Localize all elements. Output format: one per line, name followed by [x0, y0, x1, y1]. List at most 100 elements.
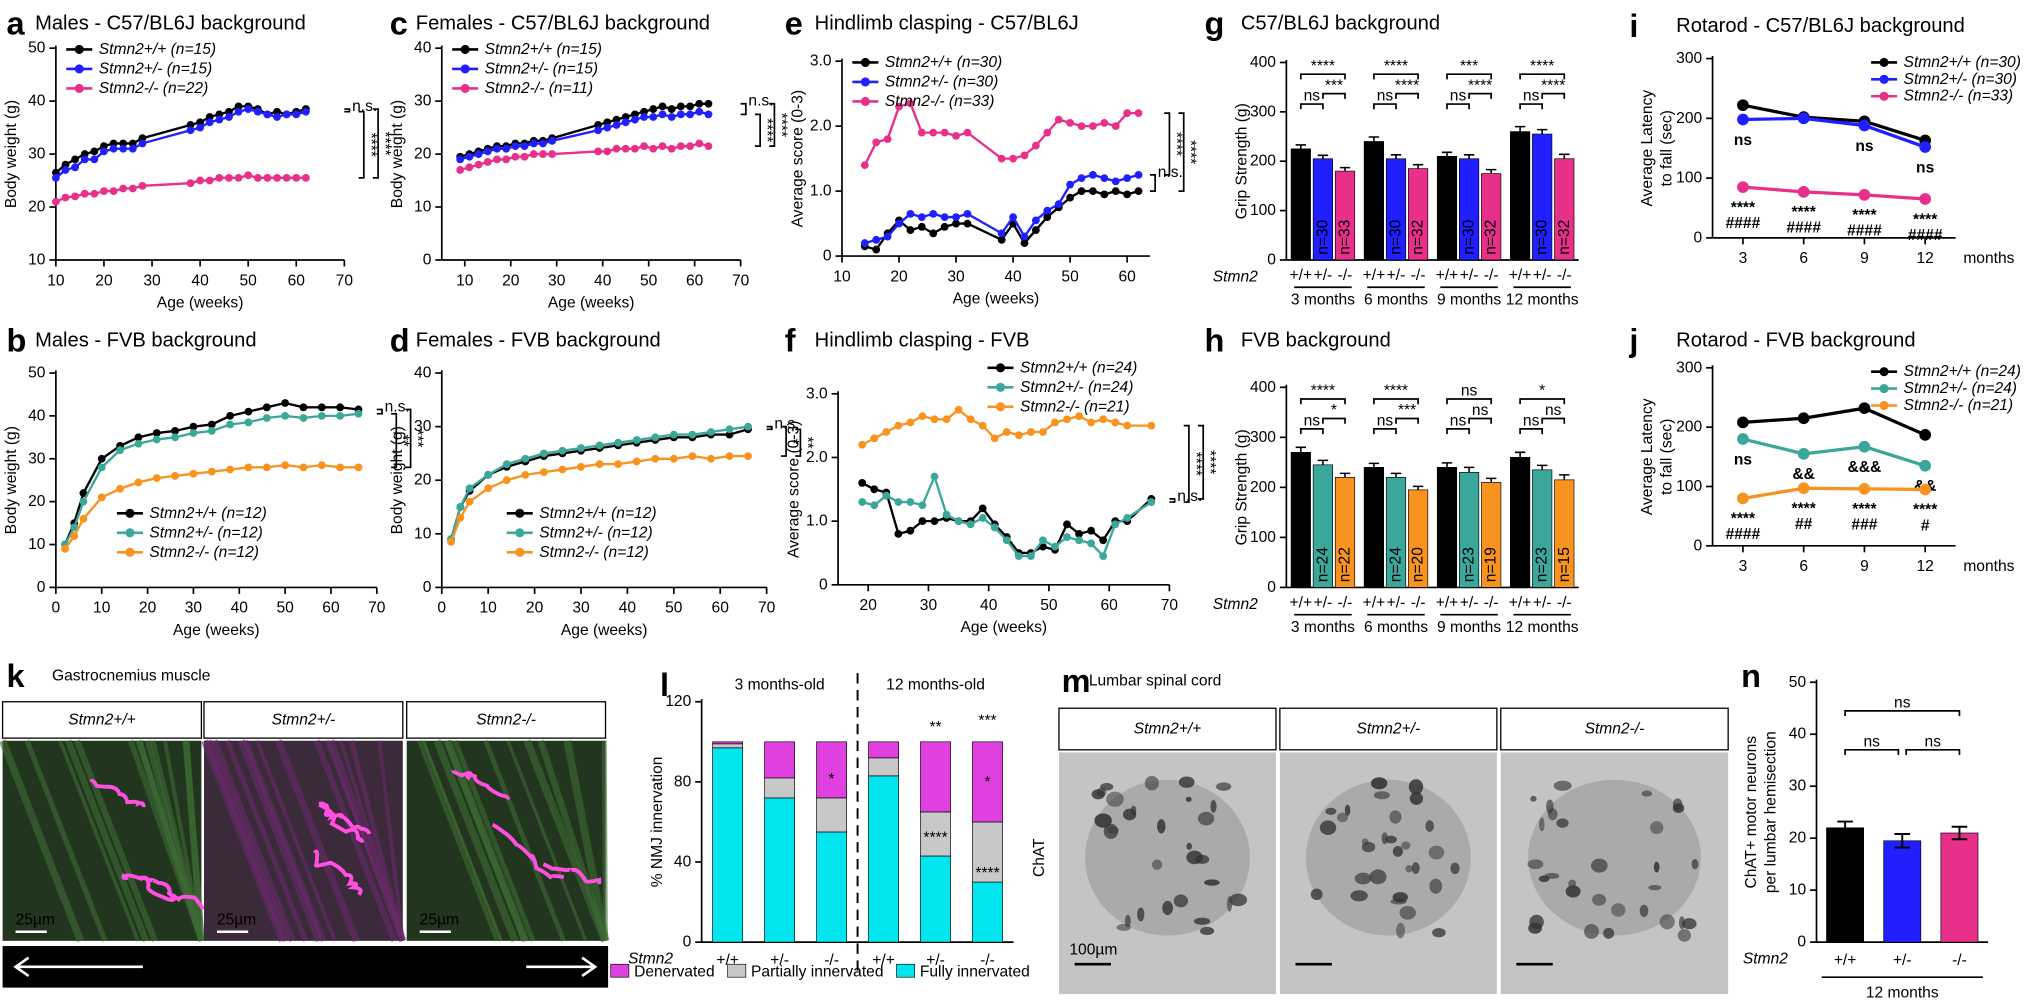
data-point — [1111, 177, 1120, 186]
neuron — [1539, 817, 1545, 832]
error-bar — [1368, 136, 1380, 142]
significance-bracket — [1322, 417, 1346, 424]
point-label: **** — [1792, 204, 1817, 221]
significance-bracket — [1468, 417, 1493, 424]
significance-bracket — [1373, 103, 1397, 110]
data-point — [548, 150, 557, 158]
data-point — [632, 436, 641, 444]
significance-bracket — [1844, 748, 1900, 756]
column-header — [1500, 707, 1729, 751]
column-header — [1058, 707, 1277, 751]
chart-title: Females - FVB background — [416, 330, 661, 352]
data-point — [205, 118, 214, 127]
significance-label: **** — [1384, 383, 1408, 400]
data-point — [997, 229, 1006, 238]
data-point — [595, 460, 604, 469]
significance-bracket — [1322, 92, 1346, 99]
legend-marker — [74, 44, 84, 55]
neuron — [1204, 879, 1220, 886]
series-line — [1742, 185, 1926, 201]
neuron — [1186, 842, 1193, 850]
error-bar — [1317, 459, 1329, 465]
significance-label: **** — [376, 131, 393, 155]
neuron — [1186, 850, 1203, 865]
x-tick-label: +/+ — [872, 952, 895, 969]
data-point — [577, 444, 585, 452]
chart-title: C57/BL6J background — [1241, 12, 1440, 34]
data-point — [317, 411, 326, 420]
error-bar — [1295, 446, 1307, 453]
x-tick-label: 30 — [572, 600, 590, 617]
data-point — [906, 418, 915, 427]
legend-label: Stmn2+/- (n=24) — [1904, 380, 2017, 397]
significance-label: * — [1539, 383, 1545, 400]
data-point — [860, 239, 869, 247]
data-point — [263, 173, 272, 182]
neuron — [1405, 865, 1413, 873]
data-point — [456, 503, 465, 511]
significance-bracket — [1446, 428, 1470, 435]
y-axis-label: Body weight (g) — [3, 100, 20, 208]
neuron — [1556, 818, 1569, 828]
data-point — [632, 457, 641, 466]
x-tick-label: 60 — [712, 600, 730, 617]
panel-label: d — [390, 323, 410, 359]
significance-label: n.s. — [1177, 488, 1202, 505]
data-point — [90, 189, 99, 198]
n-label: n=20 — [1410, 547, 1427, 582]
data-point — [649, 144, 658, 153]
x-tick-label: -/- — [1484, 267, 1499, 284]
data-point — [70, 532, 79, 540]
x-tick-label: 3 — [1739, 250, 1748, 267]
neuron — [1216, 782, 1232, 791]
significance-label: ns — [1523, 413, 1540, 430]
data-point — [1026, 428, 1035, 436]
neuron — [1373, 791, 1390, 800]
bar — [764, 797, 796, 943]
neuron — [1650, 821, 1664, 835]
y-axis-label: per lumbar hemisection — [1763, 731, 1780, 893]
significance-bracket — [1183, 424, 1190, 503]
significance-bracket — [1299, 428, 1324, 435]
data-point — [595, 441, 604, 450]
data-point — [97, 454, 106, 463]
n-label: n=23 — [1534, 547, 1551, 582]
n-label: n=15 — [1556, 547, 1573, 582]
point-label: ## — [1795, 516, 1813, 533]
panel-label: j — [1628, 323, 1638, 359]
data-point — [1737, 99, 1749, 112]
data-point — [1066, 118, 1074, 127]
significance-bracket — [1373, 73, 1419, 80]
bar — [920, 855, 951, 943]
data-point — [521, 454, 530, 463]
significance-label: ns — [1472, 402, 1489, 419]
y-axis-label: to fall (sec) — [1659, 419, 1676, 495]
data-point — [1134, 170, 1143, 179]
data-point — [1087, 418, 1096, 427]
legend-marker — [74, 83, 84, 93]
data-point — [651, 433, 660, 442]
significance-bracket — [1519, 103, 1544, 110]
x-tick-label: 10 — [456, 272, 474, 289]
data-point — [942, 510, 951, 519]
legend-marker — [125, 528, 135, 538]
y-axis-label: Body weight (g) — [3, 426, 20, 534]
neuron — [1200, 926, 1215, 936]
texture — [204, 739, 290, 943]
data-point — [520, 142, 529, 151]
scale-bar-label: 25µm — [420, 912, 459, 929]
data-point — [1123, 190, 1132, 199]
n-label: n=29 — [1365, 220, 1382, 255]
x-tick-label: +/+ — [1290, 267, 1313, 284]
n-label: n=23 — [1461, 547, 1478, 582]
legend-label: Stmn2-/- (n=21) — [1020, 398, 1130, 415]
data-point — [79, 489, 88, 497]
y-axis-label: Grip Strength (g) — [1234, 429, 1251, 545]
row-label: Stmn2 — [1213, 596, 1258, 613]
n-label: n=29 — [1439, 220, 1456, 255]
bar — [816, 831, 847, 943]
row-label: Stmn2 — [1213, 268, 1258, 285]
data-point — [465, 497, 474, 506]
data-point — [707, 454, 715, 463]
